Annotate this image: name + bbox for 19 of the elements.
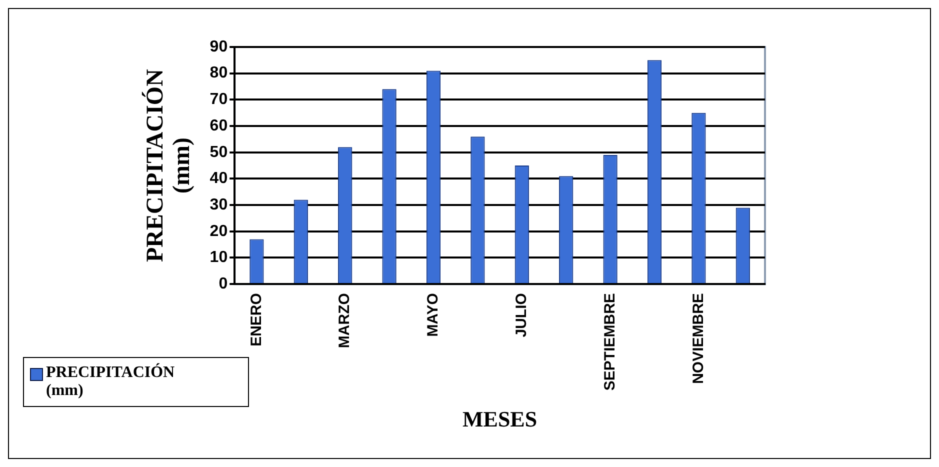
y-tick-label: 70 (210, 91, 228, 108)
x-tick-label: MAYO (424, 292, 442, 337)
y-tick-label: 50 (210, 144, 228, 161)
y-tick-label: 20 (210, 222, 228, 240)
y-tick-label: 90 (210, 38, 228, 56)
x-axis-title: MESES (462, 406, 538, 432)
x-tick-label: NOVIEMBRE (690, 293, 707, 384)
x-tick-label: JULIO (513, 292, 530, 338)
y-tick-label: 30 (210, 196, 228, 214)
y-tick-label: 60 (210, 117, 228, 134)
y-axis-title: PRECIPITACIÓN (mm) (141, 68, 195, 262)
y-tick-label: 0 (218, 275, 228, 292)
y-tick-label: 80 (210, 64, 228, 82)
x-tick-label: ENERO (248, 292, 265, 346)
x-tick-label: SEPTIEMBRE (601, 293, 618, 391)
y-tick-label: 40 (210, 170, 228, 188)
y-tick-label: 10 (210, 249, 228, 266)
x-tick-label: MARZO (336, 292, 354, 348)
legend-label: PRECIPITACIÓN (mm) (46, 364, 175, 400)
